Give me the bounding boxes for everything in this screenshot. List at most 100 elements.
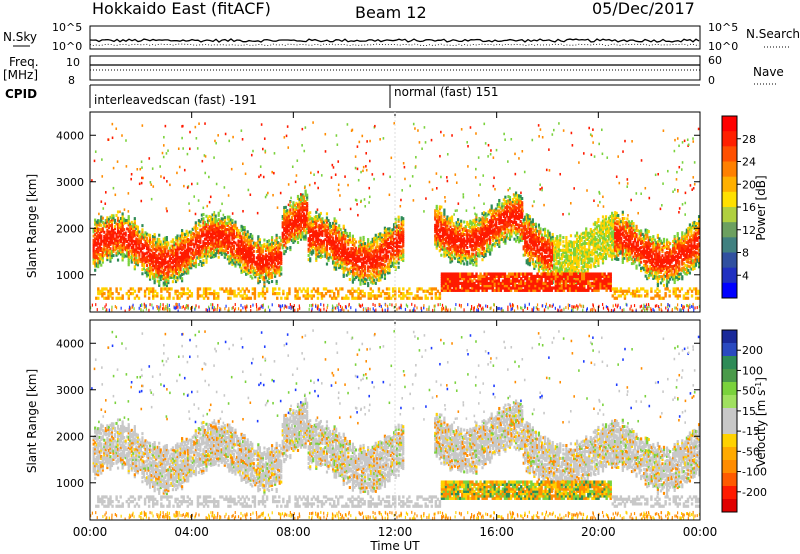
power-cell [463, 253, 466, 257]
power-cell [97, 261, 100, 265]
power-cell [316, 216, 319, 220]
power-cell [537, 263, 541, 267]
power-cell [286, 225, 289, 229]
power-cell [245, 239, 248, 243]
power-cell [485, 234, 489, 238]
power-cell [496, 242, 499, 246]
power-cell [301, 218, 304, 222]
power-cell [371, 281, 374, 285]
power-cell [245, 249, 248, 253]
power-cell [592, 222, 595, 226]
power-cell [371, 279, 374, 283]
power-cell [202, 259, 205, 263]
power-cell [524, 244, 527, 248]
power-cell [473, 254, 476, 258]
power-cell [222, 240, 225, 244]
power-cell [187, 271, 190, 275]
power-cell [245, 256, 248, 260]
power-cell [574, 249, 577, 253]
power-cell [360, 247, 364, 251]
power-cell [385, 236, 388, 240]
power-cell [159, 269, 162, 273]
power-cell [179, 247, 182, 251]
power-cell [484, 212, 487, 216]
power-cell [400, 216, 403, 220]
power-cell [307, 237, 310, 241]
power-cell [341, 260, 344, 264]
power-cell [240, 252, 243, 256]
power-cell [139, 257, 143, 261]
power-cell [138, 236, 141, 240]
power-cell [133, 217, 136, 221]
power-cell [258, 248, 261, 252]
power-cell [203, 227, 207, 231]
power-cell [504, 210, 507, 214]
power-cell [437, 235, 440, 239]
power-cell [482, 250, 486, 254]
power-cell [219, 248, 222, 252]
power-cell [298, 235, 301, 239]
power-cell [589, 259, 592, 263]
power-cell [363, 256, 367, 260]
power-cell [446, 253, 449, 257]
power-cell [521, 236, 524, 240]
power-cell [367, 254, 370, 258]
power-cell [376, 242, 379, 246]
power-cell [132, 239, 135, 243]
power-cell [228, 228, 231, 232]
power-cell [121, 245, 124, 249]
power-cell [228, 259, 231, 263]
power-cell [476, 237, 480, 241]
power-cell [492, 218, 495, 222]
power-cell [148, 248, 152, 252]
power-cell [528, 223, 531, 227]
power-cell [162, 252, 165, 256]
power-cell [299, 231, 303, 235]
power-cell [528, 231, 531, 235]
power-cell [234, 254, 237, 258]
power-cell [597, 230, 600, 234]
power-cell [293, 216, 297, 220]
power-cell [106, 230, 109, 234]
power-cell [261, 254, 265, 258]
power-cell [586, 237, 589, 241]
power-cell [402, 231, 405, 235]
power-cell [110, 214, 114, 218]
power-cell [447, 221, 451, 225]
power-cell [376, 270, 379, 274]
power-cell [216, 244, 219, 248]
power-cell [569, 263, 573, 267]
power-cell [156, 273, 159, 277]
power-cell [569, 240, 573, 244]
power-cell [98, 221, 101, 225]
power-cell [383, 235, 387, 239]
power-cell [607, 235, 611, 239]
power-cell [316, 233, 319, 237]
power-cell [441, 218, 444, 222]
power-cell [133, 233, 136, 237]
power-cell [551, 249, 554, 253]
power-cell [551, 247, 554, 251]
power-cell [167, 281, 170, 285]
power-cell [138, 234, 141, 238]
power-cell [139, 234, 143, 238]
power-cell [455, 231, 458, 235]
power-cell [318, 248, 321, 252]
power-cell [94, 222, 97, 226]
power-cell [119, 244, 123, 248]
power-cell [287, 218, 290, 222]
power-cell [344, 243, 347, 247]
power-cell [518, 200, 521, 204]
power-cell [514, 210, 518, 214]
power-cell [518, 238, 521, 242]
power-cell [594, 231, 597, 235]
power-cell [455, 237, 458, 241]
power-cell [383, 272, 387, 276]
power-cell [336, 243, 339, 247]
power-cell [185, 240, 188, 244]
power-cell [443, 252, 446, 256]
power-cell [359, 242, 362, 246]
power-cell [241, 253, 245, 257]
power-cell [525, 261, 528, 265]
power-cell [385, 234, 388, 238]
